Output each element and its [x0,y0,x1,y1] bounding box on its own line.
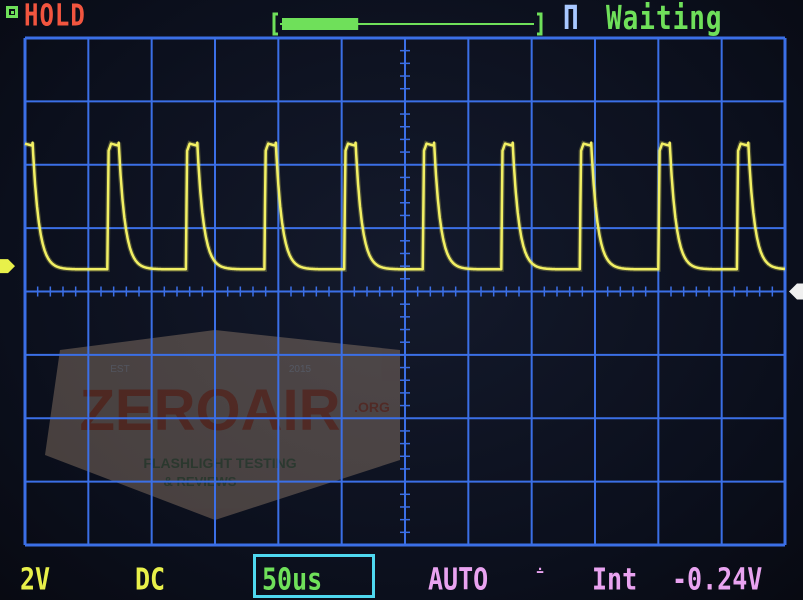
watermark-suffix: .ORG [354,399,390,415]
hold-label: HOLD [24,0,86,33]
watermark-brand: ZEROAIR [80,378,341,443]
trigger-level-marker [789,283,803,300]
watermark-year: 2015 [289,364,312,375]
vertical-scale[interactable]: 2V [20,562,51,597]
watermark-shield [45,330,400,520]
ground-level-marker [0,259,15,274]
buffer-window [282,18,359,30]
buffer-bracket [272,12,543,36]
hold-indicator-icon [6,6,18,18]
watermark-est: EST [110,364,129,375]
timebase-value[interactable]: 50us [262,562,323,597]
watermark-tagline: FLASHLIGHT TESTING [143,455,296,471]
trigger-source[interactable]: Int [592,562,638,597]
trigger-mode[interactable]: AUTO [428,562,489,597]
trigger-level[interactable]: -0.24V [672,562,763,597]
watermark-icon [194,345,224,378]
rising-pulse-icon: Π [563,0,580,38]
timebase-selector[interactable] [253,554,375,598]
trigger-status: Waiting [606,0,723,38]
coupling-mode[interactable]: DC [135,562,166,597]
channel-1-trace [24,141,786,271]
